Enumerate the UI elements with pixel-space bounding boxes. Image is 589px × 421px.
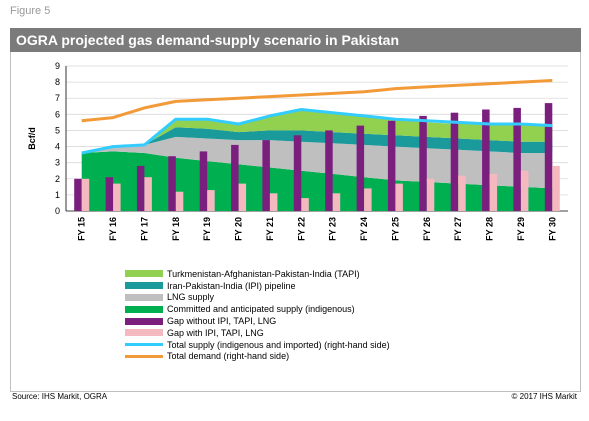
legend-item: Total demand (right-hand side) xyxy=(125,351,455,363)
bar-gap-without xyxy=(199,151,208,211)
area-series-indigenous xyxy=(81,151,553,211)
bar-gap-without xyxy=(105,177,114,211)
legend-label: Total demand (right-hand side) xyxy=(167,351,290,362)
bar-gap-without xyxy=(513,107,521,211)
x-tick-label: FY 24 xyxy=(359,217,369,241)
y-tick-label: 9 xyxy=(55,61,60,71)
y-tick-label: 0 xyxy=(55,206,60,216)
legend-swatch xyxy=(125,343,163,347)
bar-gap-without xyxy=(262,140,270,211)
bar-gap-without xyxy=(293,135,302,211)
bar-gap-without xyxy=(387,120,396,211)
bar-gap-with xyxy=(113,183,121,211)
line-total-supply xyxy=(81,108,553,155)
bar-gap-without xyxy=(136,165,145,211)
bar-gap-without xyxy=(450,112,459,211)
legend-item: Committed and anticipated supply (indige… xyxy=(125,303,455,315)
x-tick-label: FY 17 xyxy=(139,217,149,241)
y-tick-label: 2 xyxy=(55,174,60,184)
bar-gap-without xyxy=(325,130,333,211)
bar-gap-with xyxy=(426,178,435,211)
y-tick-label: 4 xyxy=(55,142,60,152)
chart-svg: 0 1 2 3 4 5 6 7 8 9 Bcf/d FY 15 FY 16 FY 17 FY 18 FY 19… xyxy=(27,61,568,241)
bar-gap-with xyxy=(458,175,466,211)
x-tick-label: FY 23 xyxy=(328,217,338,241)
area-series-ipi xyxy=(81,127,553,153)
x-tick-label: FY 29 xyxy=(516,217,526,241)
title-banner: OGRA projected gas demand-supply scenari… xyxy=(10,28,581,52)
bar-gap-without xyxy=(356,125,365,211)
legend-item: LNG supply xyxy=(125,292,455,304)
bar-gap-with xyxy=(552,165,560,211)
legend-label: LNG supply xyxy=(167,292,215,303)
legend-item: Total supply (indigenous and imported) (… xyxy=(125,339,455,351)
legend-swatch xyxy=(125,317,163,325)
x-tick-label: FY 27 xyxy=(453,217,463,241)
x-tick-label: FY 25 xyxy=(390,217,400,241)
y-tick-label: 6 xyxy=(55,109,60,119)
bar-gap-without xyxy=(168,156,176,211)
x-tick-label: FY 28 xyxy=(485,217,495,241)
legend-label: Iran-Pakistan-India (IPI) pipeline xyxy=(167,280,296,291)
x-tick-label: FY 18 xyxy=(171,217,181,241)
legend-label: Gap with IPI, TAPI, LNG xyxy=(167,327,264,338)
bar-gap-without xyxy=(544,103,553,211)
y-tick-label: 1 xyxy=(55,190,60,200)
source-note: Source: IHS Markit, OGRA xyxy=(12,392,108,401)
legend-swatch xyxy=(125,282,163,290)
legend-label: Gap without IPI, TAPI, LNG xyxy=(167,316,277,327)
y-tick-label: 8 xyxy=(55,77,60,87)
chart-title: OGRA projected gas demand-supply scenari… xyxy=(16,32,400,48)
x-tick-label: FY 20 xyxy=(234,217,244,241)
y-axis-label: Bcf/d xyxy=(27,127,37,150)
legend-swatch xyxy=(125,305,163,313)
bar-gap-with xyxy=(301,198,309,211)
y-tick-label: 3 xyxy=(55,158,60,168)
bar-gap-without xyxy=(482,109,490,211)
legend-swatch xyxy=(125,270,163,278)
x-tick-label: FY 21 xyxy=(265,217,275,241)
figure-label: Figure 5 xyxy=(10,5,51,17)
x-tick-label: FY 16 xyxy=(108,217,118,241)
legend-swatch xyxy=(125,354,163,358)
bar-gap-with xyxy=(269,193,278,211)
bar-gap-with xyxy=(175,191,184,211)
y-tick-label: 7 xyxy=(55,93,60,103)
x-tick-label: FY 19 xyxy=(202,217,212,241)
legend-item: Turkmenistan-Afghanistan-Pakistan-India … xyxy=(125,268,455,280)
legend-item: Gap with IPI, TAPI, LNG xyxy=(125,327,455,339)
x-tick-label: FY 22 xyxy=(296,217,306,241)
bar-gap-with xyxy=(207,190,215,211)
bar-gap-without xyxy=(74,178,82,211)
bar-gap-with xyxy=(520,170,529,211)
bar-gap-with xyxy=(144,177,152,211)
bar-gap-with xyxy=(81,178,90,211)
bar-gap-with xyxy=(489,173,498,211)
legend-item: Iran-Pakistan-India (IPI) pipeline xyxy=(125,280,455,292)
x-tick-label: FY 30 xyxy=(547,217,557,241)
copyright-note: © 2017 IHS Markit xyxy=(511,392,577,401)
bar-gap-with xyxy=(364,188,372,211)
chart-legend: Turkmenistan-Afghanistan-Pakistan-India … xyxy=(125,268,455,362)
x-tick-label: FY 26 xyxy=(422,217,432,241)
legend-label: Committed and anticipated supply (indige… xyxy=(167,304,355,315)
bar-gap-with xyxy=(238,183,247,211)
line-total-demand xyxy=(81,79,553,123)
bar-gap-without xyxy=(419,115,427,211)
chart-area: 0 1 2 3 4 5 6 7 8 9 Bcf/d FY 15 FY 16 FY 17 FY 18 FY 19… xyxy=(10,52,581,392)
bar-gap-without xyxy=(231,144,239,211)
legend-label: Turkmenistan-Afghanistan-Pakistan-India … xyxy=(167,268,360,279)
bar-gap-with xyxy=(395,183,403,211)
y-tick-label: 5 xyxy=(55,125,60,135)
area-series-lng xyxy=(81,136,553,189)
legend-item: Gap without IPI, TAPI, LNG xyxy=(125,315,455,327)
legend-label: Total supply (indigenous and imported) (… xyxy=(167,339,390,350)
legend-swatch xyxy=(125,329,163,337)
x-tick-label: FY 15 xyxy=(77,217,87,241)
bar-gap-with xyxy=(332,193,341,211)
legend-swatch xyxy=(125,293,163,301)
